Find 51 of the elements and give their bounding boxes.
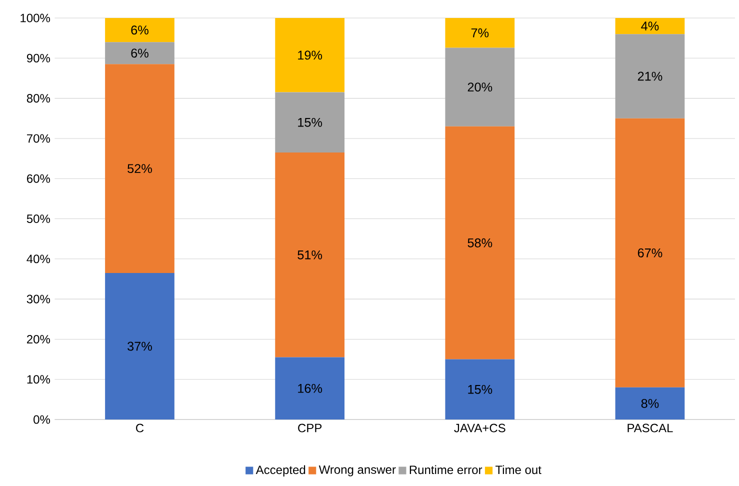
bar [105, 18, 174, 42]
bar [445, 360, 515, 420]
x-tick-label: JAVA+CS [454, 424, 506, 433]
data-label: 58% [468, 238, 492, 248]
bar [445, 126, 515, 360]
y-tick-label: 40% [26, 254, 50, 264]
y-tick-label: 20% [27, 335, 50, 344]
data-label: 52% [128, 164, 152, 174]
bar [615, 18, 685, 34]
x-tick-label: PASCAL [628, 424, 673, 433]
x-tick-label: C [136, 424, 144, 433]
bar [275, 92, 344, 153]
y-tick-label: 10% [27, 375, 50, 384]
bar [445, 18, 515, 48]
bar [275, 358, 344, 420]
y-tick-label: 90% [26, 54, 50, 63]
data-label: 6% [131, 26, 148, 35]
legend-label: Wrong answer [318, 466, 396, 476]
bar [275, 152, 344, 358]
data-label: 15% [298, 118, 322, 128]
y-tick-label: 30% [26, 295, 50, 304]
bar [615, 34, 685, 119]
y-tick-label: 100% [20, 14, 50, 22]
y-tick-label: 50% [26, 214, 50, 224]
data-label: 51% [298, 250, 322, 260]
y-tick-label: 60% [27, 174, 50, 184]
data-label: 16% [298, 384, 322, 394]
legend-label: Runtime error [410, 465, 482, 474]
data-label: 21% [638, 72, 662, 81]
bar [105, 42, 174, 64]
bar [615, 388, 685, 420]
y-tick-label: 0% [34, 415, 50, 424]
data-label: 7% [471, 28, 489, 38]
y-tick-label: 80% [26, 94, 50, 103]
data-label: 6% [131, 48, 148, 58]
legend-label: Time out [495, 465, 542, 474]
data-label: 20% [468, 82, 492, 92]
data-label: 4% [641, 22, 659, 31]
legend-label: Accepted [256, 465, 306, 477]
data-label: 15% [468, 385, 492, 394]
bar [105, 273, 174, 420]
data-label: 67% [638, 248, 662, 258]
data-label: 19% [298, 50, 322, 60]
x-tick-label: CPP [298, 424, 322, 433]
data-label: 8% [641, 399, 659, 408]
bar [445, 48, 515, 127]
bar [275, 18, 344, 92]
data-label: 37% [128, 342, 152, 351]
bar [615, 118, 685, 388]
bar [105, 64, 174, 274]
y-tick-label: 70% [27, 134, 50, 143]
